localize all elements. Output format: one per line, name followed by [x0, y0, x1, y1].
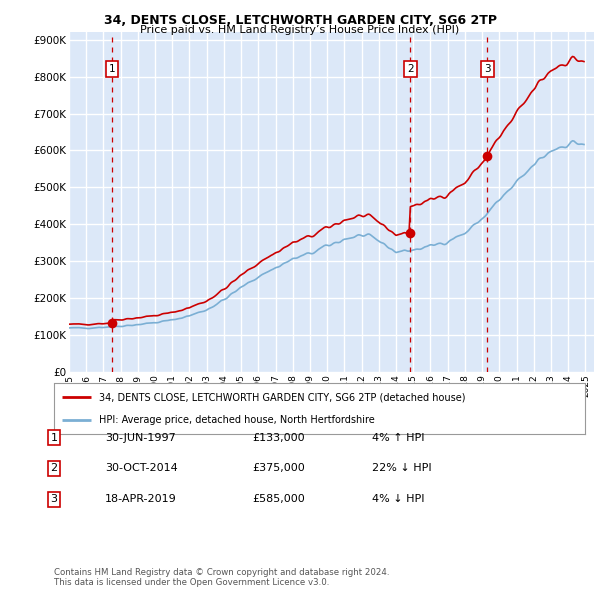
Text: 3: 3: [484, 64, 491, 74]
Text: Contains HM Land Registry data © Crown copyright and database right 2024.
This d: Contains HM Land Registry data © Crown c…: [54, 568, 389, 587]
Text: 30-JUN-1997: 30-JUN-1997: [105, 433, 176, 442]
Text: 34, DENTS CLOSE, LETCHWORTH GARDEN CITY, SG6 2TP (detached house): 34, DENTS CLOSE, LETCHWORTH GARDEN CITY,…: [99, 392, 466, 402]
Text: 34, DENTS CLOSE, LETCHWORTH GARDEN CITY, SG6 2TP: 34, DENTS CLOSE, LETCHWORTH GARDEN CITY,…: [104, 14, 497, 27]
Text: £375,000: £375,000: [252, 464, 305, 473]
Text: 4% ↑ HPI: 4% ↑ HPI: [372, 433, 425, 442]
Text: £133,000: £133,000: [252, 433, 305, 442]
Text: HPI: Average price, detached house, North Hertfordshire: HPI: Average price, detached house, Nort…: [99, 415, 375, 425]
Text: 1: 1: [109, 64, 115, 74]
Text: 30-OCT-2014: 30-OCT-2014: [105, 464, 178, 473]
Text: 3: 3: [50, 494, 58, 504]
Text: 4% ↓ HPI: 4% ↓ HPI: [372, 494, 425, 504]
Text: Price paid vs. HM Land Registry’s House Price Index (HPI): Price paid vs. HM Land Registry’s House …: [140, 25, 460, 35]
Text: £585,000: £585,000: [252, 494, 305, 504]
Text: 18-APR-2019: 18-APR-2019: [105, 494, 177, 504]
Text: 2: 2: [407, 64, 413, 74]
Text: 1: 1: [50, 433, 58, 442]
Text: 22% ↓ HPI: 22% ↓ HPI: [372, 464, 431, 473]
Text: 2: 2: [50, 464, 58, 473]
